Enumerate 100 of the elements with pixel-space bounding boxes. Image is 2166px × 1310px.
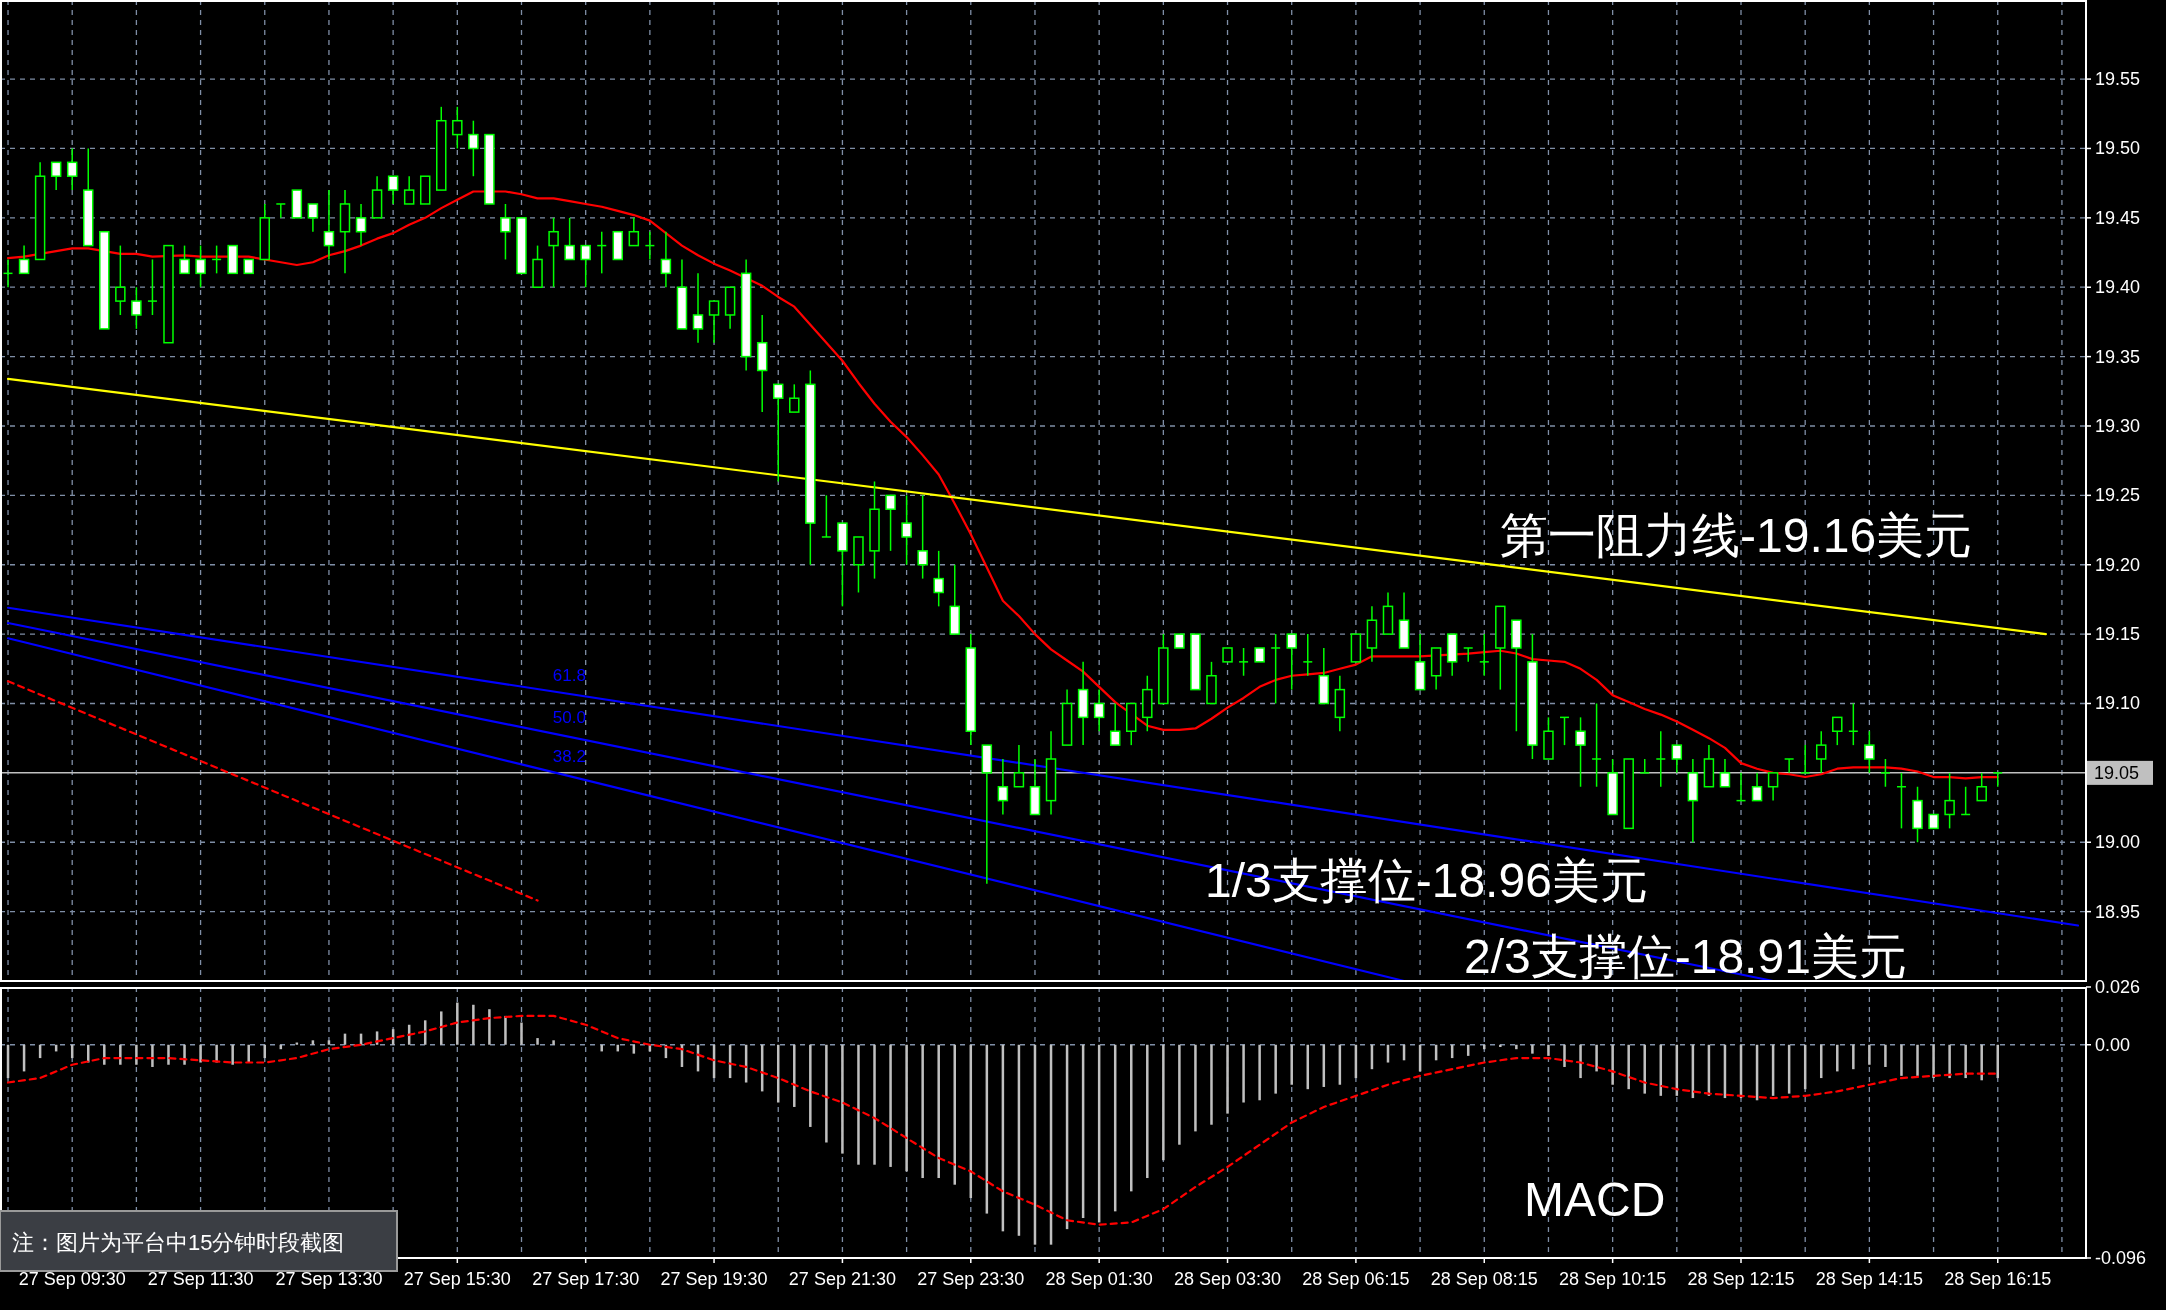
y-tick-label: 0.00	[2095, 1034, 2131, 1055]
candlestick	[131, 286, 142, 330]
x-tick-label: 27 Sep 13:30	[275, 1269, 383, 1289]
bar	[1643, 1044, 1646, 1094]
bar	[1884, 1044, 1887, 1067]
bar	[1242, 1044, 1245, 1103]
y-tick-label: 19.50	[2095, 138, 2141, 159]
candlestick	[18, 244, 30, 275]
bar	[1595, 1044, 1598, 1072]
candlestick	[1976, 772, 1987, 802]
candlestick	[1815, 730, 1827, 774]
candlestick	[115, 244, 126, 316]
x-tick-label: 27 Sep 09:30	[18, 1269, 126, 1289]
annotation: 第一阻力线-19.16美元	[1500, 509, 1973, 562]
y-tick-label: -0.096	[2095, 1248, 2147, 1268]
candlestick	[1013, 744, 1025, 788]
candlestick	[147, 258, 158, 316]
candlestick	[564, 217, 575, 261]
x-tick-label: 28 Sep 10:15	[1559, 1269, 1667, 1289]
bar	[103, 1044, 106, 1065]
x-tick-label: 27 Sep 19:30	[660, 1269, 768, 1289]
bar	[1900, 1044, 1903, 1076]
y-tick-label: 19.15	[2095, 624, 2141, 645]
bar	[1852, 1044, 1855, 1070]
annotation: 注：图片为平台中15分钟时段截图	[12, 1230, 345, 1255]
bar	[1627, 1044, 1630, 1090]
x-tick-label: 28 Sep 06:15	[1302, 1269, 1410, 1289]
bar	[1226, 1044, 1229, 1114]
bar	[1178, 1044, 1181, 1145]
bar	[1547, 1044, 1550, 1056]
x-tick-label: 28 Sep 16:15	[1944, 1269, 2052, 1289]
candlestick	[1462, 647, 1474, 663]
candlestick	[1880, 758, 1891, 788]
bar	[1515, 1044, 1518, 1050]
bar	[183, 1044, 186, 1065]
bar	[167, 1044, 170, 1065]
bar	[841, 1044, 844, 1154]
series-label: 38.2	[552, 747, 586, 767]
candlestick	[355, 203, 367, 247]
bar	[873, 1044, 876, 1165]
bar	[1996, 1044, 1999, 1079]
candlestick	[580, 244, 591, 288]
candlestick	[403, 175, 415, 205]
y-tick-label: 19.25	[2095, 485, 2141, 506]
bar	[1868, 1044, 1871, 1065]
candlestick	[1238, 647, 1249, 677]
bar	[1964, 1044, 1967, 1079]
candlestick	[500, 203, 511, 261]
candlestick	[1767, 772, 1779, 802]
x-tick-label: 27 Sep 21:30	[788, 1269, 896, 1289]
y-tick-label: 19.40	[2095, 277, 2141, 298]
x-tick-label: 27 Sep 15:30	[403, 1269, 511, 1289]
bar	[151, 1044, 154, 1067]
x-tick-label: 28 Sep 14:15	[1815, 1269, 1923, 1289]
y-tick-label: 18.95	[2095, 901, 2141, 922]
bar	[1146, 1044, 1149, 1179]
bar	[552, 1040, 555, 1045]
bar	[1130, 1044, 1133, 1192]
y-tick-label: 19.20	[2095, 554, 2141, 575]
y-tick-label: 19.35	[2095, 346, 2141, 367]
y-tick-label: 19.30	[2095, 415, 2141, 436]
y-tick-label: 19.55	[2095, 69, 2141, 90]
candlestick	[1719, 758, 1731, 788]
x-tick-label: 27 Sep 23:30	[917, 1269, 1025, 1289]
bar	[488, 1009, 491, 1045]
candlestick	[1591, 702, 1602, 788]
bar	[953, 1044, 956, 1185]
bar	[119, 1044, 122, 1065]
candlestick	[692, 272, 704, 344]
candlestick	[821, 494, 832, 538]
bar	[311, 1040, 315, 1045]
bar	[327, 1040, 331, 1045]
bar	[1563, 1044, 1566, 1067]
y-tick-label: 19.10	[2095, 693, 2141, 714]
bar	[600, 1044, 603, 1052]
x-tick-label: 28 Sep 08:15	[1430, 1269, 1538, 1289]
candlestick	[50, 161, 62, 191]
candlestick	[307, 203, 319, 233]
bar	[472, 1004, 475, 1045]
x-tick-label: 28 Sep 03:30	[1173, 1269, 1282, 1289]
bar	[1916, 1044, 1919, 1076]
bar	[1836, 1044, 1839, 1072]
bar	[1579, 1044, 1582, 1079]
bar	[1611, 1044, 1614, 1085]
bar	[857, 1044, 860, 1165]
bar	[87, 1044, 90, 1063]
bar	[793, 1044, 796, 1107]
bar	[825, 1044, 828, 1143]
candlestick	[1944, 772, 1955, 830]
candlestick	[660, 230, 672, 288]
x-tick-label: 28 Sep 01:30	[1045, 1269, 1153, 1289]
bar	[1210, 1044, 1213, 1125]
candlestick	[195, 244, 206, 288]
line-series	[6, 1014, 1999, 1226]
ref-line-label: 19.05	[2094, 762, 2140, 783]
bar	[1290, 1044, 1293, 1085]
bar	[905, 1044, 908, 1172]
bar	[1531, 1044, 1534, 1054]
bar	[1932, 1044, 1935, 1079]
bar	[504, 1015, 507, 1045]
